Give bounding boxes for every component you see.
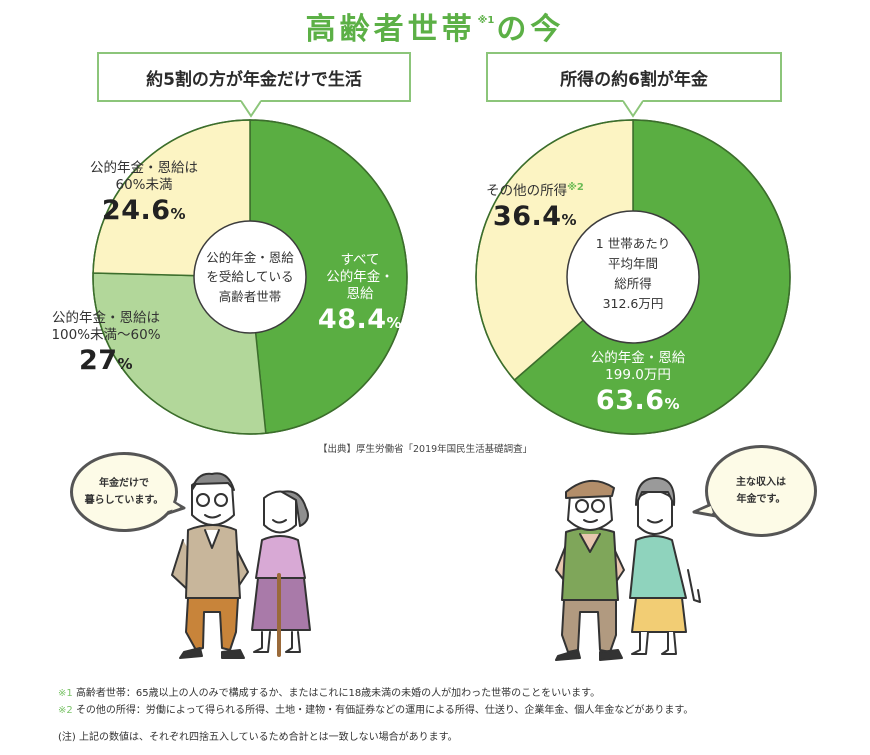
old-woman-icon bbox=[629, 477, 701, 655]
segment-value: 27% bbox=[46, 344, 166, 378]
segment-value: 24.6% bbox=[88, 194, 200, 228]
footnote-gap bbox=[58, 719, 693, 729]
right-callout-text: 所得の約6割が年金 bbox=[560, 69, 708, 90]
segment-label-line: すべて bbox=[340, 252, 380, 268]
old-man-cap-icon bbox=[555, 480, 625, 661]
page-title: 高齢者世帯 ※1の今 bbox=[0, 4, 870, 48]
footnotes: ※1 高齢者世帯：65歳以上の人のみで構成するか、またはこれに18歳未満の未婚の… bbox=[58, 685, 693, 746]
right-center-label: 1 世帯あたり 平均年間 総所得 312.6万円 bbox=[573, 234, 693, 314]
right-speech-bubble: 主な収入は 年金です。 bbox=[705, 445, 817, 537]
left-center-line: 公的年金・恩給 bbox=[206, 250, 294, 265]
value-unit: % bbox=[561, 210, 578, 229]
right-center-line: 平均年間 bbox=[607, 256, 658, 271]
segment-value: 36.4% bbox=[470, 200, 600, 234]
right-center-line: 1 世帯あたり bbox=[595, 236, 671, 251]
old-man-icon bbox=[171, 472, 249, 659]
title-main: 高齢者世帯 bbox=[305, 12, 476, 47]
footnote-mark: ※1 bbox=[58, 688, 73, 699]
right-donut-hole bbox=[566, 210, 700, 344]
value-unit: % bbox=[386, 313, 403, 332]
left-center-label: 公的年金・恩給 を受給している 高齢者世帯 bbox=[194, 248, 306, 306]
segment-label-line: 公的年金・恩給は bbox=[52, 310, 160, 326]
left-callout-text: 約5割の方が年金だけで生活 bbox=[146, 69, 362, 90]
left-label-under-60: 公的年金・恩給は 60%未満 24.6% bbox=[88, 160, 200, 228]
bubble-line: 暮らしています。 bbox=[84, 495, 164, 506]
rounding-note: (注) 上記の数値は、それぞれ四捨五入しているため合計とは一致しない場合がありま… bbox=[58, 732, 458, 743]
segment-label-line: 100%未満〜60% bbox=[51, 326, 161, 343]
value-unit: % bbox=[664, 394, 681, 413]
footnote-mark: ※2 bbox=[58, 705, 73, 716]
value-number: 36.4 bbox=[492, 200, 562, 232]
segment-label-line: 公的年金・恩給は bbox=[90, 160, 198, 176]
segment-label-line: 公的年金・恩給 bbox=[590, 350, 686, 366]
left-callout-tail bbox=[241, 100, 261, 118]
segment-label-text: その他の所得 bbox=[486, 183, 568, 199]
left-center-line: 高齢者世帯 bbox=[218, 288, 282, 304]
right-label-other-income: その他の所得※2 36.4% bbox=[470, 182, 600, 234]
footnote-text: 高齢者世帯：65歳以上の人のみで構成するか、またはこれに18歳未満の未婚の人が加… bbox=[75, 688, 601, 699]
right-label-pension: 公的年金・恩給 199.0万円 63.6% bbox=[573, 350, 703, 418]
left-center-line: を受給している bbox=[206, 269, 294, 285]
right-center-line: 総所得 bbox=[614, 276, 652, 291]
left-label-100-60: 公的年金・恩給は 100%未満〜60% 27% bbox=[46, 310, 166, 378]
bubble-line: 年金です。 bbox=[736, 494, 786, 505]
value-unit: % bbox=[117, 354, 134, 373]
value-number: 63.6 bbox=[595, 384, 665, 416]
bubble-line: 年金だけで bbox=[98, 478, 149, 489]
value-number: 24.6 bbox=[101, 194, 171, 226]
footnote-1: ※1 高齢者世帯：65歳以上の人のみで構成するか、またはこれに18歳未満の未婚の… bbox=[58, 685, 693, 702]
segment-label-line: 60%未満 bbox=[115, 176, 173, 193]
segment-label-line: その他の所得※2 bbox=[470, 182, 600, 200]
right-callout-tail bbox=[623, 100, 643, 118]
footnote-2: ※2 その他の所得：労働によって得られる所得、土地・建物・有価証券などの運用によ… bbox=[58, 702, 693, 719]
segment-label-line: 199.0万円 bbox=[605, 366, 671, 383]
segment-label-line: 恩給 bbox=[346, 285, 374, 302]
value-number: 48.4 bbox=[317, 303, 387, 335]
bubble-line: 主な収入は bbox=[736, 477, 786, 488]
segment-value: 48.4% bbox=[305, 303, 415, 337]
segment-value: 63.6% bbox=[573, 384, 703, 418]
note-mark: ※2 bbox=[567, 182, 584, 193]
value-unit: % bbox=[170, 204, 187, 223]
segment-label-line: 公的年金・ bbox=[326, 268, 394, 285]
left-donut-hole bbox=[193, 220, 307, 334]
title-tail: の今 bbox=[496, 12, 565, 47]
footnote-text: その他の所得：労働によって得られる所得、土地・建物・有価証券などの運用による所得… bbox=[75, 705, 694, 716]
source-citation: 【出典】厚生労働省「2019年国民生活基礎調査」 bbox=[318, 444, 533, 455]
right-center-total: 312.6万円 bbox=[602, 296, 664, 311]
left-label-all-pension: すべて 公的年金・ 恩給 48.4% bbox=[305, 252, 415, 336]
left-speech-bubble: 年金だけで 暮らしています。 bbox=[70, 452, 178, 532]
title-note-mark: ※1 bbox=[477, 15, 495, 26]
value-number: 27 bbox=[78, 344, 118, 376]
old-woman-icon bbox=[251, 490, 311, 657]
